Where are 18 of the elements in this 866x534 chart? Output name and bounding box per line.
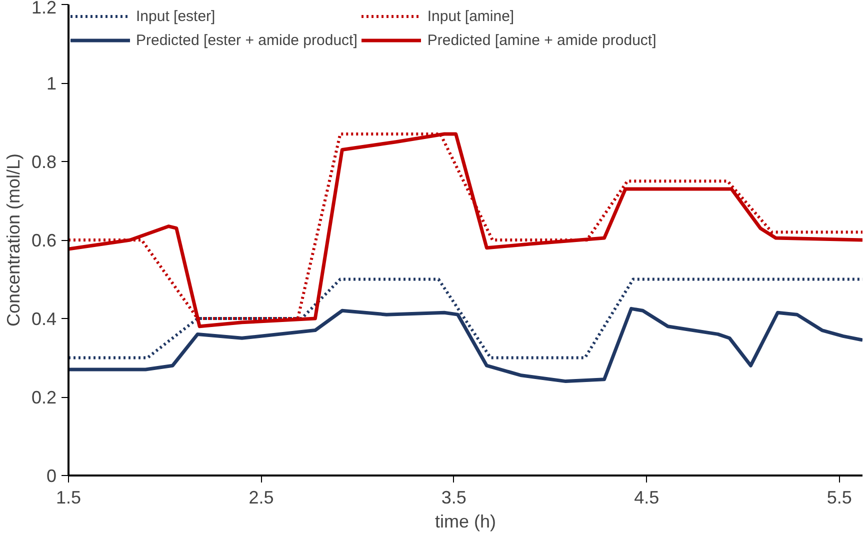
y-axis-title: Concentration (mol/L) <box>3 153 24 327</box>
x-axis-title: time (h) <box>435 512 496 532</box>
y-tick-label: 0.6 <box>31 230 57 250</box>
x-tick-label: 5.5 <box>826 488 852 508</box>
y-tick-label: 0.2 <box>31 388 57 408</box>
x-tick-label: 4.5 <box>634 488 660 508</box>
y-tick-label: 1.2 <box>31 0 57 18</box>
legend-label: Input [amine] <box>427 8 514 24</box>
x-tick-label: 3.5 <box>441 488 466 508</box>
legend-label: Predicted [ester + amide product] <box>136 32 358 48</box>
legend-label: Input [ester] <box>136 8 216 24</box>
y-tick-label: 0 <box>46 466 57 486</box>
y-tick-label: 0.4 <box>31 309 57 329</box>
legend-label: Predicted [amine + amide product] <box>427 32 656 48</box>
x-tick-label: 1.5 <box>56 488 82 508</box>
y-tick-label: 1 <box>46 74 57 94</box>
y-tick-label: 0.8 <box>31 152 57 172</box>
x-tick-label: 2.5 <box>248 488 274 508</box>
